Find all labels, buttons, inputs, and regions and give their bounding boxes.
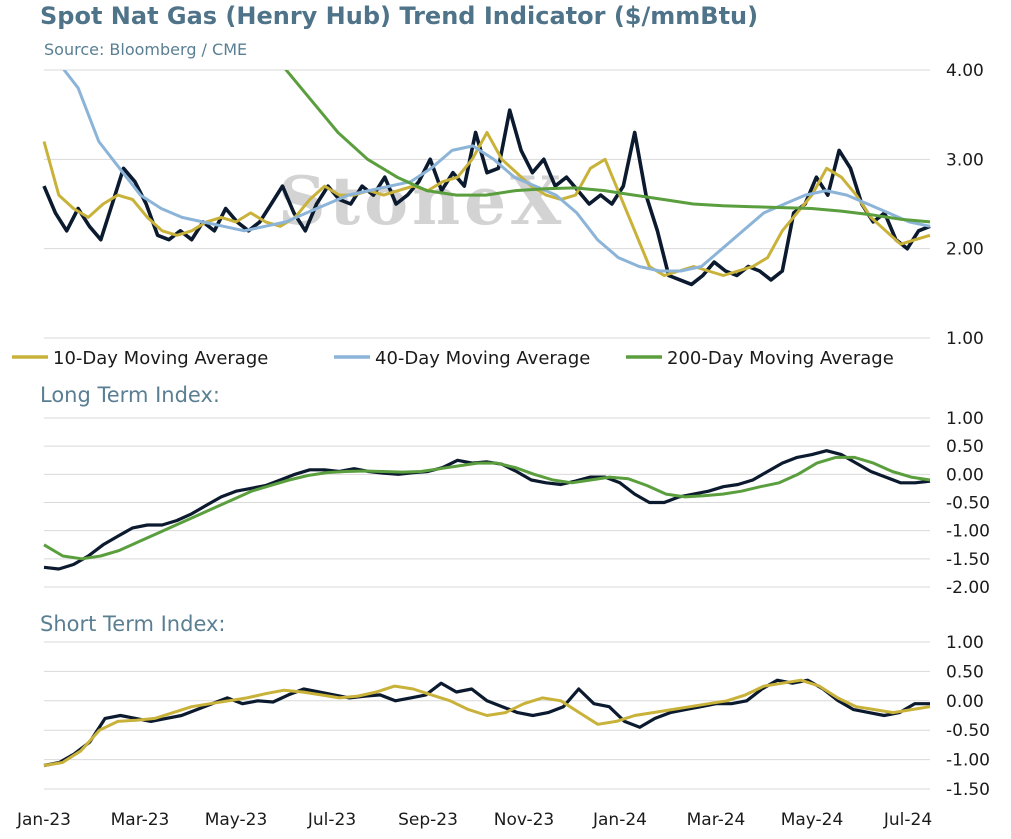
price-line-0 (42, 108, 931, 287)
x-tick-label: Mar-23 (111, 810, 170, 830)
y-tick-label: -1.50 (946, 780, 990, 800)
legend-label: 10-Day Moving Average (53, 348, 268, 369)
y-tick-label: 4.00 (946, 61, 984, 81)
chart-title: Spot Nat Gas (Henry Hub) Trend Indicator… (40, 2, 759, 30)
price-line-1 (43, 449, 931, 571)
long-term-title: Long Term Index: (40, 383, 220, 407)
y-tick-label: 1.00 (946, 409, 984, 429)
x-tick-label: Jul-24 (883, 810, 932, 830)
y-tick-label: 0.00 (946, 692, 984, 712)
y-tick-label: 0.50 (946, 662, 984, 682)
x-tick-label: Sep-23 (398, 810, 458, 830)
price-line-2 (43, 678, 931, 767)
x-tick-label: Mar-24 (687, 810, 746, 830)
y-tick-label: -0.50 (946, 721, 990, 741)
y-tick-label: 2.00 (946, 240, 984, 260)
10-day-moving-average-line-0 (42, 131, 931, 277)
y-tick-label: -1.00 (946, 751, 990, 771)
y-tick-label: -1.00 (946, 522, 990, 542)
y-tick-label: 1.00 (946, 633, 984, 653)
x-tick-label: Jan-24 (592, 810, 647, 830)
x-tick-label: May-24 (781, 810, 844, 830)
y-tick-label: -1.50 (946, 550, 990, 570)
y-tick-label: 0.50 (946, 437, 984, 457)
y-tick-label: 3.00 (946, 150, 984, 170)
y-tick-label: -2.00 (946, 578, 990, 598)
short-term-title: Short Term Index: (40, 612, 226, 636)
legend-label: 40-Day Moving Average (375, 348, 590, 369)
y-tick-label: -0.50 (946, 494, 990, 514)
x-tick-label: Jul-23 (307, 810, 356, 830)
y-tick-label: 0.00 (946, 465, 984, 485)
price-line-1 (43, 455, 931, 561)
chart-source: Source: Bloomberg / CME (44, 40, 248, 59)
200-day-moving-average-line-0 (284, 70, 931, 224)
price-line-2 (43, 678, 930, 768)
x-tick-label: May-23 (205, 810, 268, 830)
x-tick-label: Nov-23 (494, 810, 555, 830)
y-tick-label: 1.00 (946, 329, 984, 349)
40-day-moving-average-line-0 (62, 70, 931, 273)
legend-label: 200-Day Moving Average (667, 348, 894, 369)
x-tick-label: Jan-23 (16, 810, 71, 830)
